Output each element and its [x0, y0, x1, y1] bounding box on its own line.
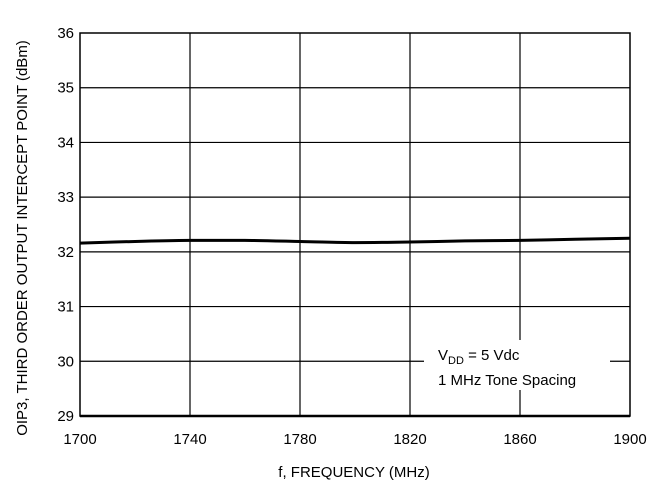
x-tick-labels: 1700 1740 1780 1820 1860 1900 [63, 431, 646, 448]
x-tick-label-1820: 1820 [393, 431, 426, 448]
y-tick-label-29: 29 [57, 408, 74, 425]
y-axis-label: OIP3, THIRD ORDER OUTPUT INTERCEPT POINT… [14, 40, 31, 436]
annotation-background [424, 340, 610, 390]
x-tick-label-1740: 1740 [173, 431, 206, 448]
y-tick-label-34: 34 [57, 134, 74, 151]
series-line-0 [79, 236, 631, 245]
x-tick-label-1780: 1780 [283, 431, 316, 448]
x-tick-label-1900: 1900 [613, 431, 646, 448]
y-tick-label-31: 31 [57, 299, 74, 316]
annotation-tone-spacing: 1 MHz Tone Spacing [438, 372, 576, 389]
series-group [79, 236, 631, 245]
grid-lines [80, 33, 630, 416]
annotation-vdd: VDD = 5 Vdc [438, 347, 520, 367]
x-tick-label-1860: 1860 [503, 431, 536, 448]
y-tick-label-33: 33 [57, 189, 74, 206]
y-tick-label-36: 36 [57, 25, 74, 42]
y-tick-label-32: 32 [57, 244, 74, 261]
x-axis-label: f, FREQUENCY (MHz) [278, 464, 429, 481]
y-tick-labels: 29 30 31 32 33 34 35 36 [57, 25, 74, 425]
y-tick-label-30: 30 [57, 353, 74, 370]
x-tick-label-1700: 1700 [63, 431, 96, 448]
y-tick-label-35: 35 [57, 80, 74, 97]
